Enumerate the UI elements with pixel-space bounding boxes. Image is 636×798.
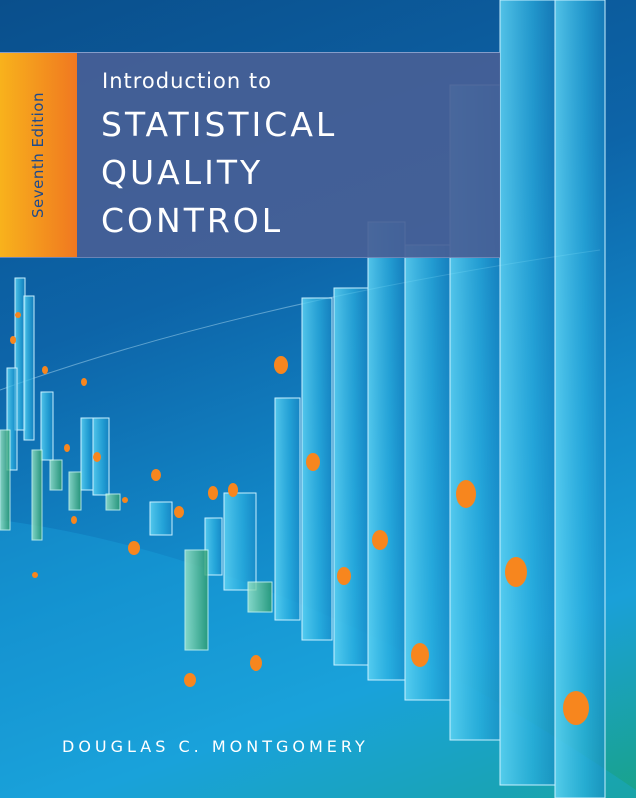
orange-dot bbox=[505, 557, 527, 587]
orange-dot bbox=[250, 655, 262, 671]
orange-dot bbox=[372, 530, 388, 550]
orange-dot bbox=[71, 516, 77, 524]
orange-dot bbox=[81, 378, 87, 386]
orange-dot bbox=[42, 366, 48, 374]
orange-dot bbox=[32, 572, 38, 578]
title-line-2: QUALITY bbox=[101, 153, 264, 192]
glass-bar bbox=[204, 517, 223, 576]
glass-bar bbox=[149, 501, 173, 536]
glass-bar bbox=[23, 295, 35, 441]
orange-dot bbox=[64, 444, 70, 452]
orange-dot bbox=[456, 480, 476, 508]
glass-bar bbox=[499, 0, 556, 786]
orange-dot bbox=[15, 312, 21, 318]
glass-bar bbox=[274, 397, 301, 621]
glass-bar bbox=[554, 0, 606, 798]
orange-dot bbox=[337, 567, 351, 585]
orange-dot bbox=[122, 497, 128, 503]
green-bar bbox=[49, 459, 63, 491]
orange-dot bbox=[93, 452, 101, 462]
orange-dot bbox=[10, 336, 16, 344]
orange-dot bbox=[128, 541, 140, 555]
glass-bar bbox=[92, 417, 110, 496]
edition-strip: Seventh Edition bbox=[0, 53, 77, 257]
glass-bar bbox=[80, 417, 94, 491]
orange-dot bbox=[274, 356, 288, 374]
glass-bar bbox=[367, 221, 406, 681]
green-bar bbox=[184, 549, 209, 651]
green-bar bbox=[68, 471, 82, 511]
title-line-1: STATISTICAL bbox=[101, 105, 338, 144]
orange-dot bbox=[411, 643, 429, 667]
edition-label: Seventh Edition bbox=[29, 92, 47, 218]
glass-bar bbox=[223, 492, 257, 591]
glass-bar bbox=[404, 244, 451, 701]
orange-dot bbox=[306, 453, 320, 471]
green-bar bbox=[0, 429, 11, 531]
glass-bar bbox=[6, 367, 18, 471]
orange-dot bbox=[208, 486, 218, 500]
author-name: DOUGLAS C. MONTGOMERY bbox=[62, 737, 369, 756]
green-bar bbox=[31, 449, 43, 541]
glass-bar bbox=[333, 287, 369, 666]
title-panel: Seventh Edition Introduction to STATISTI… bbox=[0, 52, 500, 258]
orange-dot bbox=[563, 691, 589, 725]
title-line-3: CONTROL bbox=[101, 201, 284, 240]
green-bar bbox=[247, 581, 273, 613]
orange-dot bbox=[151, 469, 161, 481]
title-prefix: Introduction to bbox=[102, 69, 272, 93]
glass-bar bbox=[40, 391, 54, 461]
green-bar bbox=[105, 493, 121, 511]
orange-dot bbox=[184, 673, 196, 687]
orange-dot bbox=[228, 483, 238, 497]
orange-dot bbox=[174, 506, 184, 518]
